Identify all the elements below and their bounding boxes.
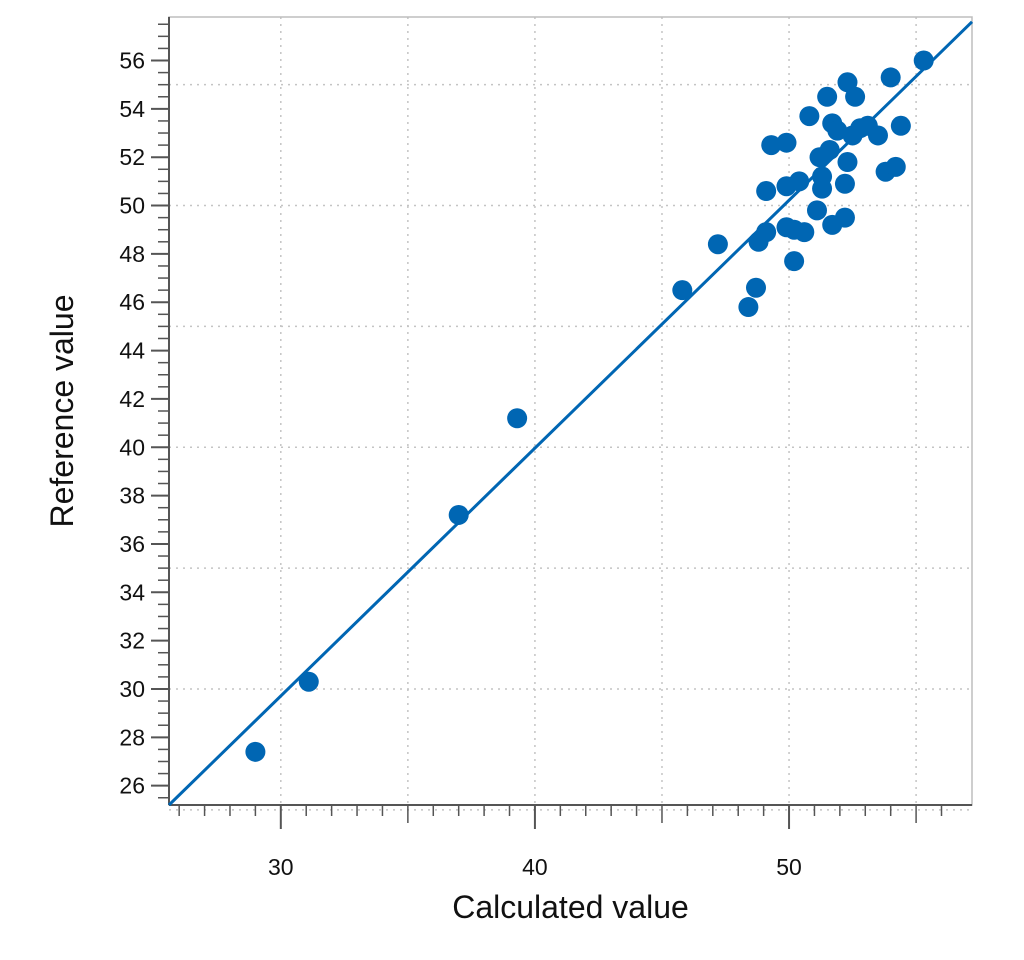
data-point [834,173,855,194]
data-point [789,171,810,192]
axes [151,17,972,829]
y-tick-label: 28 [119,724,145,750]
data-point [298,671,319,692]
data-point [784,251,805,272]
data-point [776,132,797,153]
x-tick-label: 50 [776,854,802,880]
data-point [707,234,728,255]
data-point [880,67,901,88]
data-point [827,120,848,141]
y-tick-label: 56 [119,48,145,74]
x-axis-title: Calculated value [452,889,689,925]
data-point [837,152,858,173]
y-tick-label: 50 [119,193,145,219]
y-tick-label: 34 [119,579,145,605]
data-point [245,741,266,762]
data-point [672,280,693,301]
data-point [738,297,759,318]
data-point [756,222,777,243]
y-tick-label: 40 [119,434,145,460]
data-point [794,222,815,243]
data-point [834,207,855,228]
data-point [867,125,888,146]
y-tick-label: 42 [119,386,145,412]
data-point [817,86,838,107]
data-points [245,50,934,762]
data-point [890,115,911,136]
y-tick-label: 44 [119,338,145,364]
data-point [845,86,866,107]
data-point [812,166,833,187]
y-tick-label: 26 [119,773,145,799]
y-tick-label: 52 [119,144,145,170]
y-tick-label: 46 [119,289,145,315]
tick-labels: 26 28 30 32 34 36 38 40 42 44 46 48 50 52 54 56 30 40 50 [119,48,801,880]
data-point [756,181,777,202]
data-point [806,200,827,221]
data-point [885,156,906,177]
y-tick-label: 48 [119,241,145,267]
x-tick-label: 40 [522,854,548,880]
data-point [819,139,840,160]
y-tick-label: 54 [119,96,145,122]
data-point [799,106,820,127]
y-tick-label: 36 [119,531,145,557]
data-point [761,135,782,156]
data-point [507,408,528,429]
y-tick-label: 38 [119,483,145,509]
y-tick-label: 30 [119,676,145,702]
data-point [913,50,934,71]
y-axis-title: Reference value [44,294,80,527]
data-point [746,277,767,298]
data-point [448,504,469,525]
x-tick-label: 30 [268,854,294,880]
y-tick-label: 32 [119,628,145,654]
